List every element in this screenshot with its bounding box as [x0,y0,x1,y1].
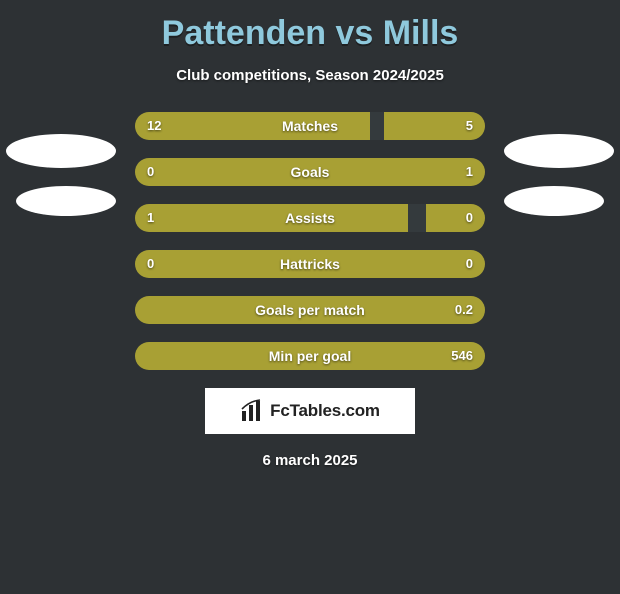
logo-box: FcTables.com [205,388,415,434]
bar-left [135,342,310,370]
stats-chart: Matches125 Goals01 Assists10 Hattricks00 Goa… [135,112,485,370]
bar-right [310,342,485,370]
stat-row: Assists10 [135,204,485,232]
stat-row: Goals01 [135,158,485,186]
bar-right [310,296,485,324]
bar-right [384,112,486,140]
bar-left [135,158,195,186]
bar-right [195,158,486,186]
player-right-avatar-1 [504,134,614,168]
page-title: Pattenden vs Mills [0,14,620,53]
subtitle: Club competitions, Season 2024/2025 [0,67,620,84]
stat-row: Goals per match0.2 [135,296,485,324]
date-text: 6 march 2025 [0,452,620,469]
player-left-avatar-2 [16,186,116,216]
bar-left [135,204,408,232]
bar-left [135,250,310,278]
stat-row: Matches125 [135,112,485,140]
player-right-avatar-2 [504,186,604,216]
bar-left [135,112,370,140]
logo-text: FcTables.com [270,401,380,421]
bar-right [310,250,485,278]
logo-icon [240,399,264,423]
stat-row: Hattricks00 [135,250,485,278]
player-left-avatar-1 [6,134,116,168]
stat-row: Min per goal546 [135,342,485,370]
bar-right [426,204,486,232]
bar-left [135,296,310,324]
